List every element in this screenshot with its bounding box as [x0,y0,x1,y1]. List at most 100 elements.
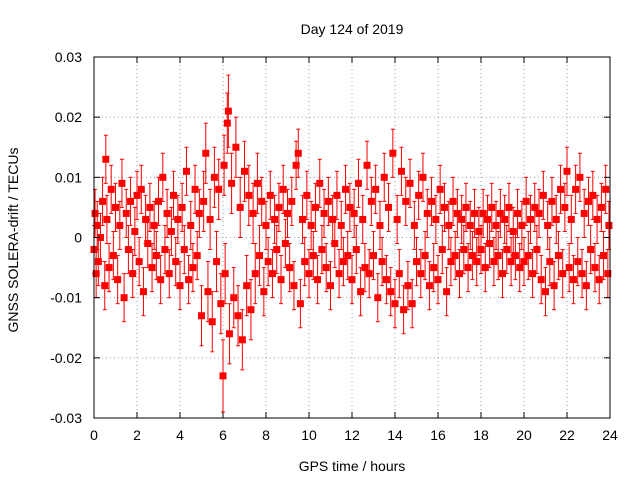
square-marker [327,282,334,290]
square-marker [600,252,608,260]
square-marker [486,240,494,248]
square-marker [346,203,354,211]
square-marker [161,246,169,254]
square-marker [223,119,231,127]
square-marker [305,270,313,278]
data-point [600,230,608,281]
square-marker [176,282,184,290]
square-marker [518,221,526,229]
data-point [389,128,397,178]
data-point [561,182,569,232]
data-point [526,194,534,245]
square-marker [460,246,468,254]
data-point [397,146,405,196]
square-marker [135,258,143,266]
square-marker [447,258,455,266]
data-point [137,164,145,214]
data-point [234,285,242,347]
data-point [488,182,496,232]
data-points-layer [90,74,613,413]
x-tick-label: 0 [90,427,98,443]
square-marker [208,318,216,326]
data-point [268,249,276,299]
square-marker [114,276,122,284]
data-point [473,237,481,287]
square-marker [187,221,195,229]
y-tick-label: -0.03 [50,410,82,426]
data-point [395,249,403,299]
square-marker [139,288,147,296]
square-marker [591,264,599,272]
data-point [462,182,470,232]
data-point [275,182,283,232]
square-marker [389,149,397,157]
data-point [266,170,274,220]
square-marker [535,209,543,217]
y-tick-label: -0.01 [50,290,82,306]
data-point [307,200,315,251]
square-marker [378,258,386,266]
square-marker [245,191,253,199]
square-marker [301,258,309,266]
data-point [585,176,592,226]
square-marker [165,270,173,278]
square-marker [172,258,180,266]
square-marker [413,258,420,266]
data-point [511,230,519,281]
square-marker [202,149,210,157]
square-marker [430,264,438,272]
data-point [182,146,190,196]
data-point [440,182,448,232]
data-point [593,194,601,245]
data-point [236,176,244,238]
data-point [122,188,130,238]
square-marker [576,173,584,181]
square-marker [393,215,401,223]
square-marker [91,209,99,217]
square-marker [477,246,485,254]
data-point [387,267,395,317]
data-point [146,182,154,232]
data-point [385,182,393,232]
square-marker [249,209,257,217]
square-marker [526,215,534,223]
data-point [221,243,229,305]
square-marker [468,252,476,260]
data-point [514,188,522,238]
square-marker [159,173,167,181]
square-marker [234,312,242,320]
data-point [524,230,532,281]
x-tick-label: 10 [301,427,317,443]
square-marker [198,312,205,320]
square-marker [597,203,605,211]
square-marker [288,197,296,205]
square-marker [118,179,126,187]
square-marker [483,215,491,223]
data-point [213,230,221,293]
square-marker [279,185,287,193]
data-point [552,194,560,245]
square-marker [344,252,352,260]
data-point [335,249,343,299]
data-point [219,339,227,413]
x-tick-label: 20 [516,427,532,443]
square-marker [157,276,165,284]
data-point [253,152,261,214]
data-point [565,243,573,293]
square-marker [335,270,343,278]
square-marker [268,270,276,278]
data-point [157,255,165,305]
square-marker [492,221,500,229]
square-marker [397,167,405,175]
data-point [503,224,511,275]
data-point [210,146,218,208]
square-marker [284,209,291,217]
data-point [228,152,236,214]
data-point [520,237,528,287]
data-point [342,164,350,214]
data-point [436,164,444,214]
square-marker [580,209,588,217]
data-point [567,194,575,245]
data-point [492,200,500,251]
square-marker [501,215,509,223]
